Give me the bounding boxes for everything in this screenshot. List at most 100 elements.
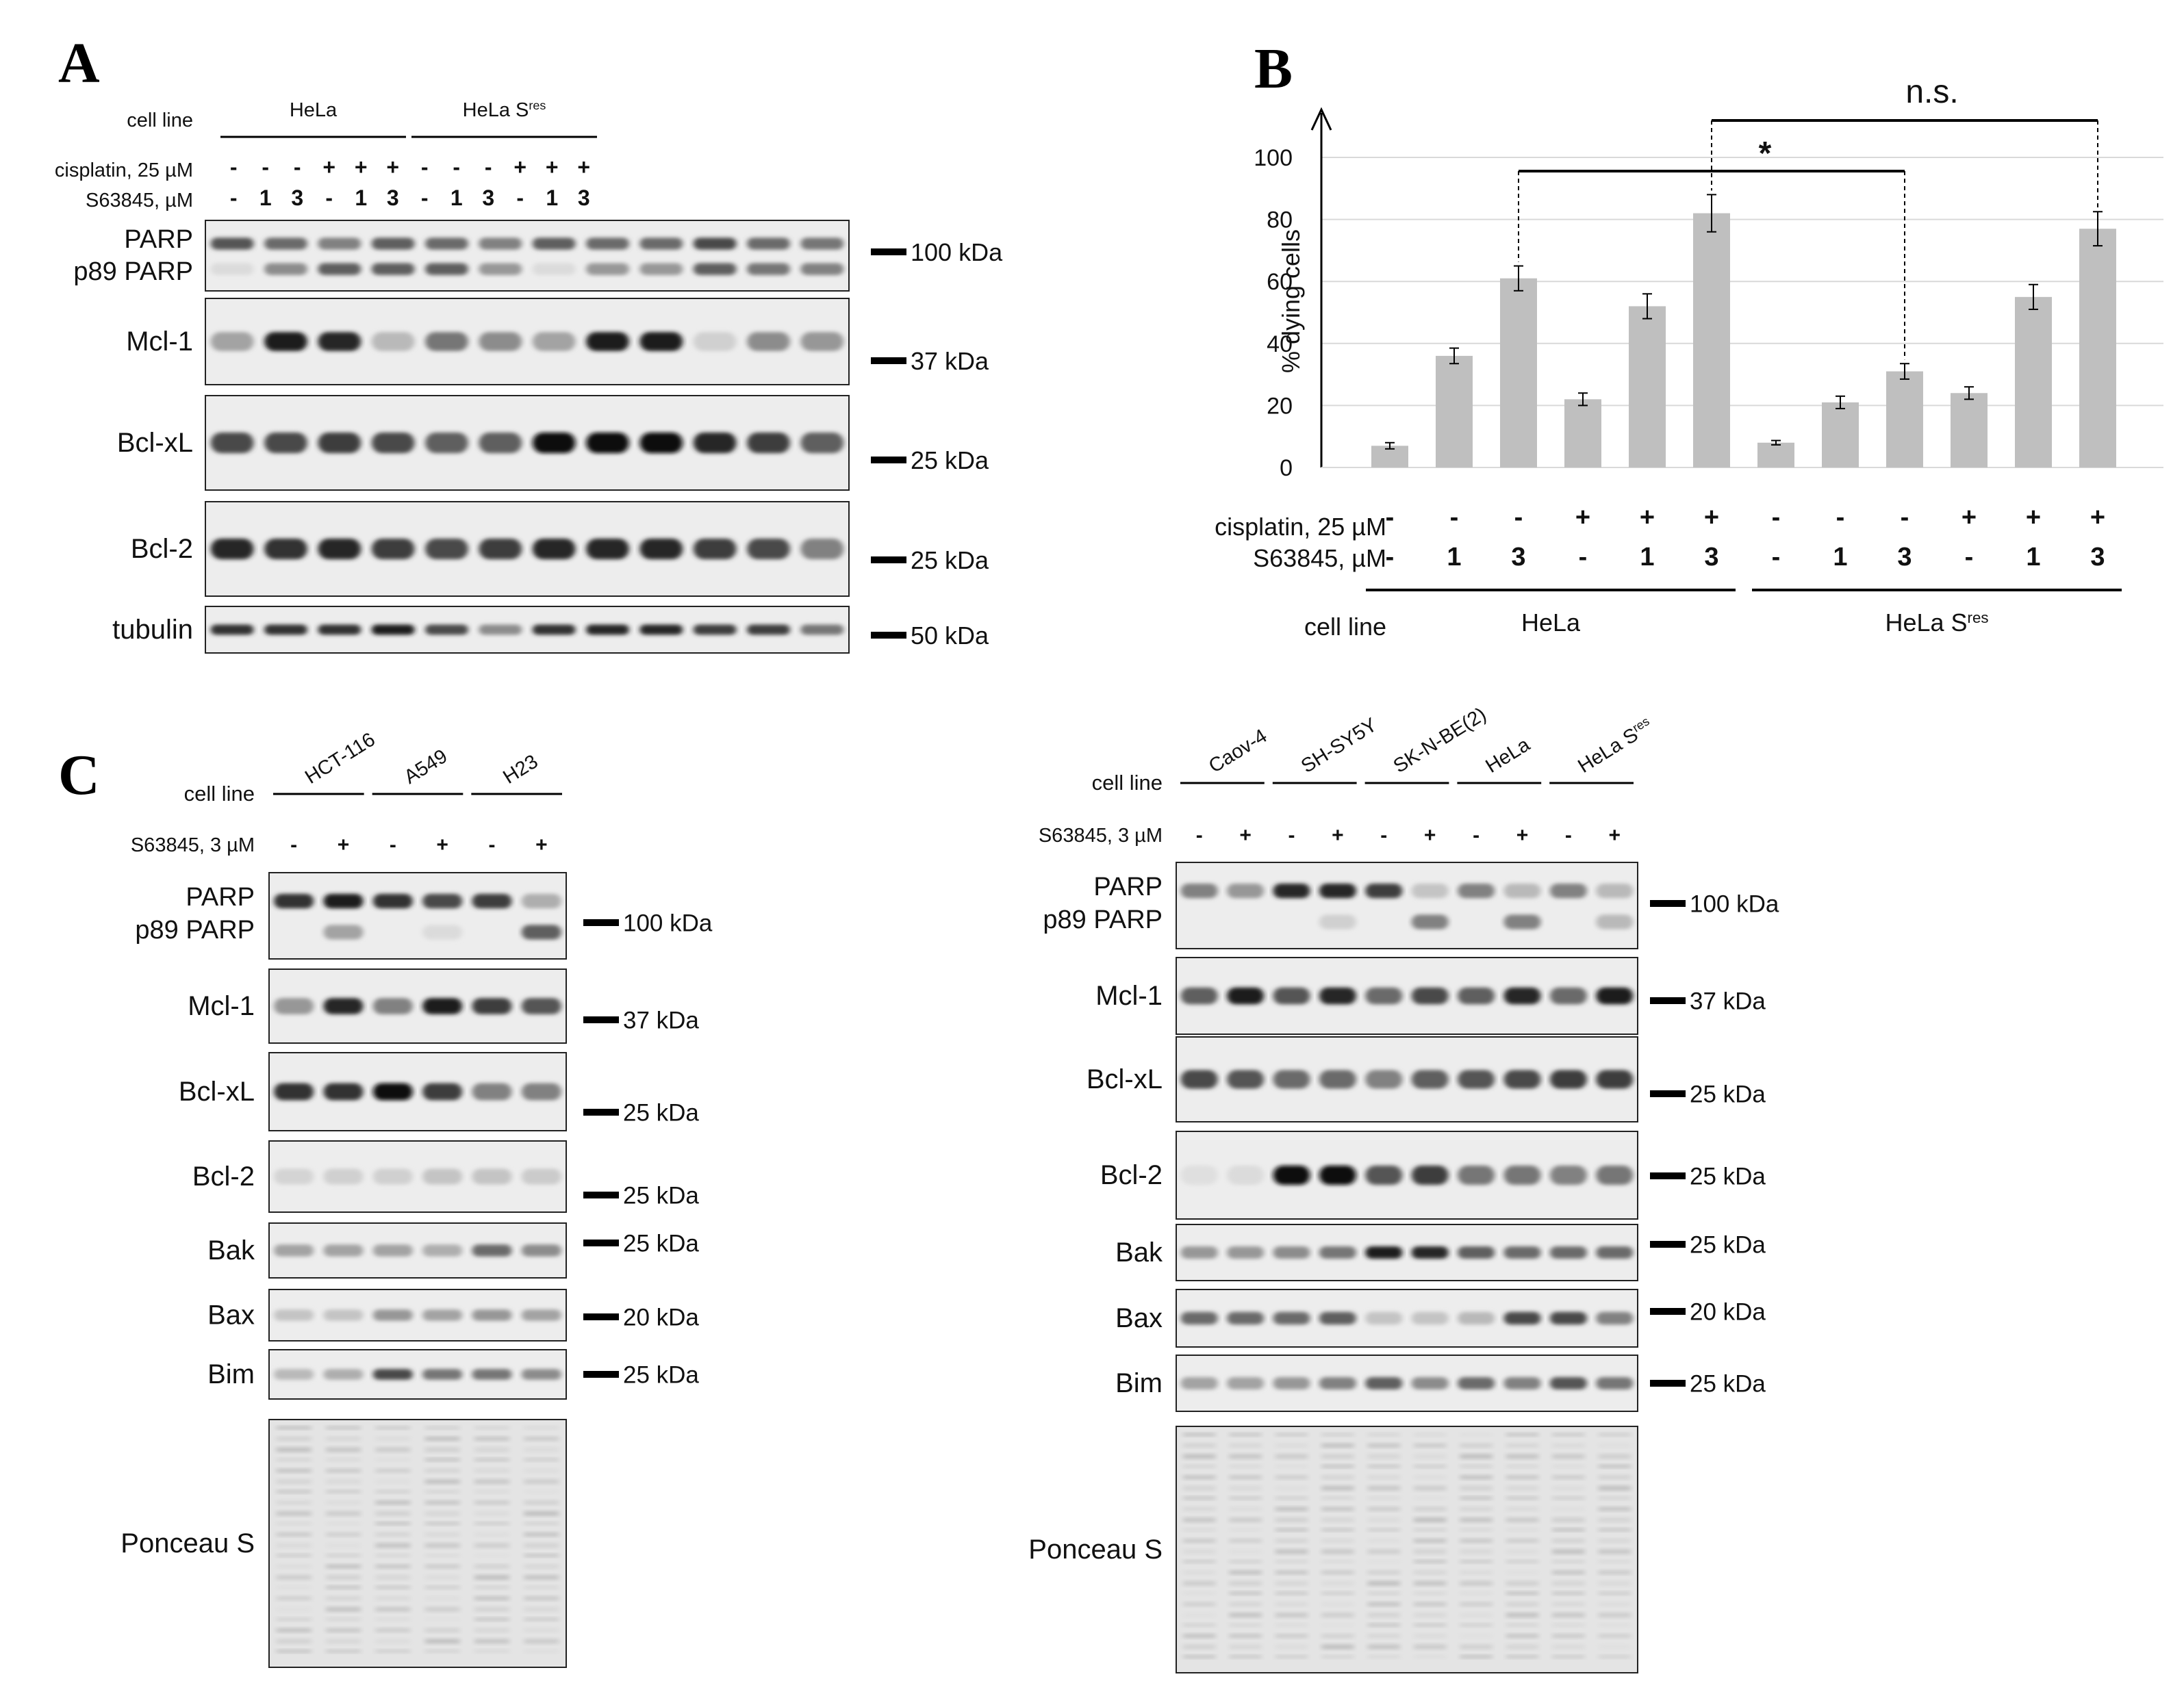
protein-label: Bak — [1115, 1237, 1163, 1268]
blot-bim-band — [472, 1369, 512, 1380]
blot-ponceau-s-ponceau-band — [1414, 1433, 1447, 1436]
blot-parp-membrane — [268, 872, 567, 960]
S63845-sign: - — [1380, 824, 1387, 847]
blot-ponceau-s-ponceau-band — [1321, 1655, 1354, 1658]
blot-ponceau-s-ponceau-band — [1183, 1613, 1216, 1617]
S63845-dose: - — [1965, 543, 1974, 572]
blot-bcl-2-band — [1180, 1165, 1218, 1185]
blot-ponceau-s-ponceau-band — [1183, 1496, 1216, 1500]
blot-ponceau-s-ponceau-band — [1506, 1624, 1539, 1627]
S63845-dose: 1 — [546, 185, 558, 210]
blot-bcl-xl-band — [1273, 1070, 1310, 1089]
blot-ponceau-s-ponceau-band — [474, 1522, 509, 1525]
S63845-dose: 3 — [387, 185, 399, 210]
blot-parp-band — [521, 893, 561, 909]
S63845-sign: + — [1516, 824, 1529, 847]
blot-bcl-xl-band — [422, 1083, 463, 1101]
S63845-dose: 3 — [291, 185, 303, 210]
blot-ponceau-s-ponceau-band — [375, 1448, 411, 1452]
blot-bcl-2-band — [1273, 1165, 1310, 1185]
blot-ponceau-s-ponceau-band — [524, 1448, 559, 1452]
blot-ponceau-s-ponceau-band — [1367, 1581, 1400, 1586]
significance-star: * — [1759, 136, 1772, 172]
blot-bak-membrane — [268, 1222, 567, 1279]
blot-parp-band — [1503, 914, 1541, 929]
cisplatin-sign: - — [294, 155, 301, 179]
blot-ponceau-s-ponceau-band — [1506, 1613, 1539, 1617]
blot-ponceau-s-ponceau-band — [1506, 1591, 1539, 1595]
protein-label: Bcl-2 — [192, 1162, 255, 1192]
blot-ponceau-s-ponceau-band — [1414, 1591, 1447, 1595]
blot-bcl-2-band — [747, 538, 790, 560]
blot-marker-marker-tick — [1650, 1380, 1686, 1387]
blot-ponceau-s-ponceau-band — [1552, 1539, 1585, 1543]
blot-bcl-xl-membrane — [268, 1052, 567, 1131]
blot-bak-band — [1596, 1246, 1634, 1259]
cisplatin-sign: - — [262, 155, 269, 179]
blot-ponceau-s-ponceau-band — [375, 1575, 411, 1580]
blot-marker-marker-label: 37 kDa — [1690, 988, 1766, 1015]
blot-ponceau-s-ponceau-band — [1367, 1507, 1400, 1511]
blot-bak-band — [1549, 1246, 1587, 1259]
blot-ponceau-s-ponceau-band — [524, 1490, 559, 1493]
blot-marker-marker-label: 25 kDa — [1690, 1371, 1766, 1398]
blot-bax-band — [1319, 1311, 1356, 1325]
blot-ponceau-s-ponceau-band — [1460, 1496, 1493, 1500]
blot-ponceau-s-ponceau-band — [1229, 1560, 1262, 1563]
blot-ponceau-s-ponceau-band — [1414, 1539, 1447, 1543]
blot-bcl-2-band — [210, 538, 254, 560]
blot-ponceau-s-ponceau-band — [424, 1522, 460, 1525]
blot-ponceau-s-ponceau-band — [326, 1639, 361, 1643]
blot-ponceau-s-ponceau-band — [1321, 1602, 1354, 1606]
blot-ponceau-s-ponceau-band — [1321, 1581, 1354, 1586]
blot-ponceau-s-ponceau-band — [1183, 1634, 1216, 1638]
protein-label: Mcl-1 — [188, 991, 255, 1021]
cell-line-name: HCT-116 — [301, 728, 379, 788]
protein-label: Mcl-1 — [1095, 981, 1163, 1011]
blot-parp-band — [1273, 883, 1310, 899]
blot-ponceau-s-ponceau-band — [1229, 1454, 1262, 1459]
blot-ponceau-s-ponceau-band — [1414, 1613, 1447, 1617]
blot-ponceau-s-ponceau-band — [524, 1458, 559, 1461]
S63845-dose: 1 — [1640, 543, 1654, 572]
blot-bax-band — [1503, 1311, 1541, 1325]
blot-ponceau-s-ponceau-band — [276, 1532, 312, 1537]
blot-bcl-xl-band — [693, 432, 737, 454]
cisplatin-label: cisplatin, 25 µM — [1215, 513, 1386, 541]
blot-ponceau-s-ponceau-band — [1321, 1528, 1354, 1532]
blot-ponceau-s-ponceau-band — [1460, 1486, 1493, 1491]
blot-ponceau-s-ponceau-band — [1183, 1507, 1216, 1511]
blot-bak-band — [1319, 1246, 1356, 1259]
blot-parp-band — [264, 263, 307, 275]
blot-ponceau-s-ponceau-band — [1367, 1602, 1400, 1606]
blot-bak-band — [521, 1244, 561, 1257]
blot-ponceau-s-ponceau-band — [276, 1639, 312, 1643]
blot-marker-marker-label: 25 kDa — [1690, 1232, 1766, 1259]
group-label-superscript: res — [529, 99, 546, 112]
blot-ponceau-s-ponceau-band — [1552, 1550, 1585, 1554]
blot-ponceau-s-ponceau-band — [1552, 1486, 1585, 1491]
blot-marker-marker-label: 25 kDa — [1690, 1081, 1766, 1108]
blot-ponceau-s-ponceau-band — [1275, 1645, 1308, 1650]
blot-ponceau-s-ponceau-band — [1275, 1570, 1308, 1574]
blot-ponceau-s-ponceau-band — [1506, 1550, 1539, 1554]
blot-ponceau-s-ponceau-band — [424, 1628, 460, 1632]
blot-bcl-xl-band — [639, 432, 683, 454]
bar — [2079, 229, 2116, 467]
cell-line-label: cell line — [1304, 613, 1386, 641]
blot-ponceau-s-ponceau-band — [1321, 1591, 1354, 1595]
S63845-sign: + — [535, 834, 548, 856]
blot-ponceau-s-ponceau-band — [375, 1522, 411, 1525]
protein-label: Mcl-1 — [126, 326, 193, 357]
blot-bcl-2-band — [371, 538, 415, 560]
blot-ponceau-s-ponceau-band — [1367, 1560, 1400, 1563]
blot-parp-band — [532, 238, 576, 250]
blot-mcl-1-band — [372, 998, 413, 1014]
blot-ponceau-s-ponceau-band — [1321, 1465, 1354, 1468]
cisplatin-sign: - — [421, 155, 429, 179]
cisplatin-sign: + — [2090, 503, 2105, 532]
blot-ponceau-s-ponceau-band — [1275, 1634, 1308, 1638]
blot-marker-marker-label: 100 kDa — [623, 910, 713, 937]
